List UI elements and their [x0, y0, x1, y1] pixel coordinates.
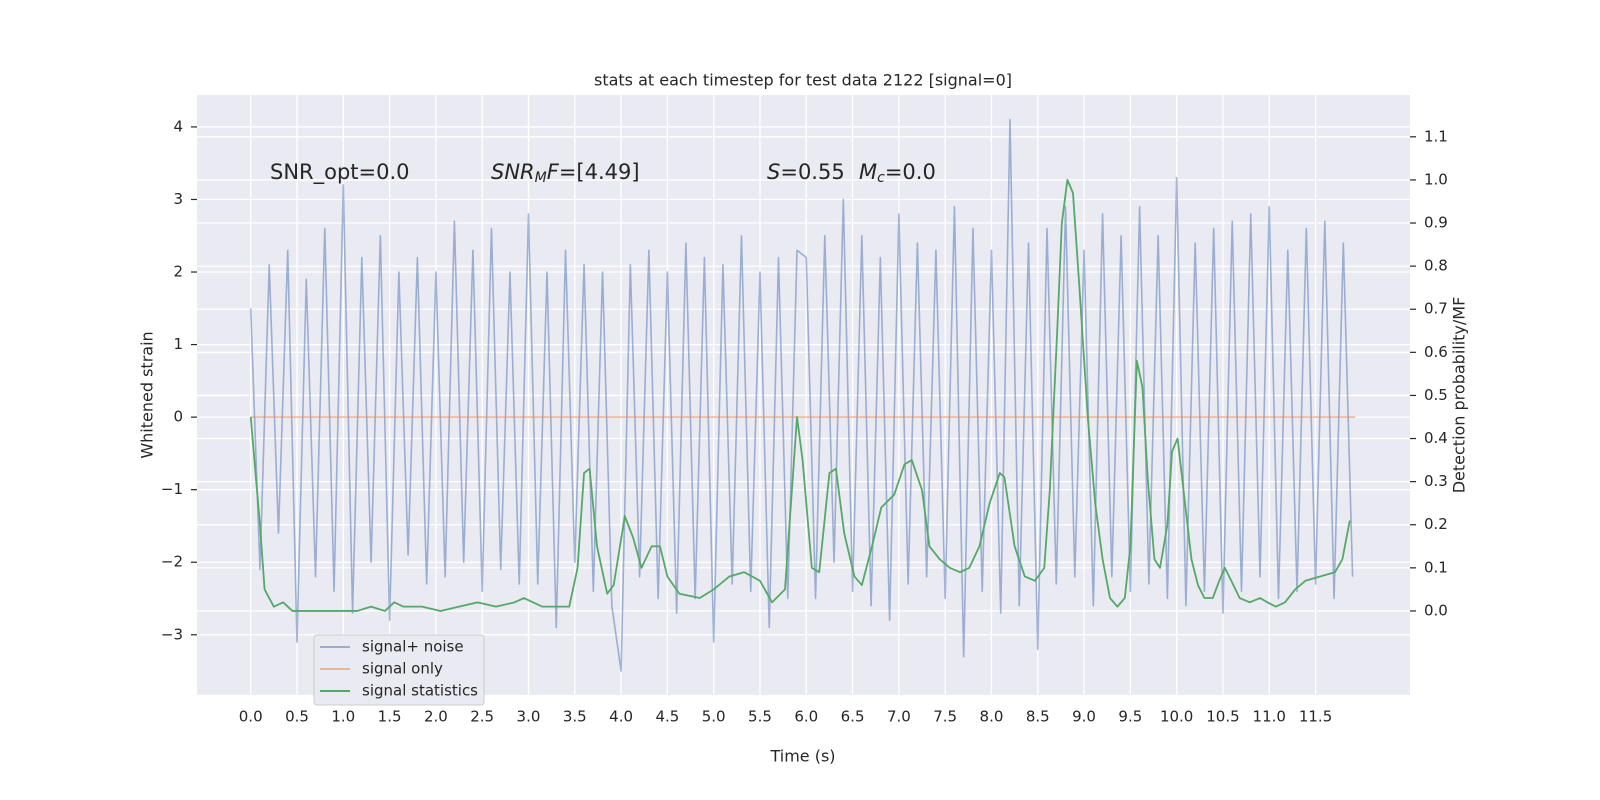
x-tick-label: 7.5 [933, 708, 957, 726]
annotation-part: S [767, 160, 780, 184]
x-tick-label: 10.5 [1206, 708, 1239, 726]
y-tick-label: −2 [161, 553, 183, 571]
y2-axis-label: Detection probability/MF [1450, 297, 1469, 494]
y2-tick-label: 0.1 [1424, 558, 1448, 576]
y2-tick-label: 0.3 [1424, 472, 1448, 490]
series-line [249, 179, 1351, 612]
x-tick-label: 1.5 [378, 708, 402, 726]
x-tick-label: 3.0 [517, 708, 541, 726]
series-line [249, 118, 1354, 672]
legend-box [313, 634, 485, 706]
annotation: SNR_opt=0.0 [270, 160, 410, 185]
y2-tick-label: 0.4 [1424, 429, 1448, 447]
y-tick-label: 4 [173, 117, 183, 135]
chart-title: stats at each timestep for test data 212… [594, 71, 1012, 90]
annotation-part: =0.55 [780, 160, 844, 184]
legend-label: signal only [362, 660, 443, 678]
x-tick-label: 1.0 [331, 708, 355, 726]
legend-label: signal statistics [362, 682, 478, 700]
y2-tick-label: 1.0 [1424, 170, 1448, 188]
x-tick-label: 4.0 [609, 708, 633, 726]
annotation-part: c [877, 170, 885, 186]
x-tick-label: 4.5 [655, 708, 679, 726]
x-tick-label: 6.5 [841, 708, 865, 726]
y-tick-label: 2 [173, 263, 183, 281]
y2-tick-label: 1.1 [1424, 127, 1448, 145]
annotation: SNRMF=[4.49] [491, 160, 640, 186]
y2-tick-label: 0.2 [1424, 515, 1448, 533]
y-tick-label: −1 [161, 480, 183, 498]
y2-tick-label: 0.5 [1424, 386, 1448, 404]
y-tick-label: −3 [161, 625, 183, 643]
x-tick-label: 3.5 [563, 708, 587, 726]
x-tick-label: 6.0 [794, 708, 818, 726]
annotation: Mc=0.0 [859, 160, 936, 186]
y-axis-label: Whitened strain [138, 331, 157, 458]
y2-tick-label: 0.7 [1424, 300, 1448, 318]
x-tick-label: 8.5 [1026, 708, 1050, 726]
annotation-part: M [859, 160, 877, 184]
y2-tick-label: 0.9 [1424, 214, 1448, 232]
x-tick-label: 9.5 [1118, 708, 1142, 726]
y-tick-label: 3 [173, 190, 183, 208]
x-tick-label: 0.0 [239, 708, 263, 726]
x-tick-label: 11.0 [1253, 708, 1286, 726]
x-tick-label: 9.0 [1072, 708, 1096, 726]
x-tick-label: 2.5 [470, 708, 494, 726]
annotation: S=0.55 [767, 160, 845, 184]
annotation-part: M [535, 170, 547, 186]
x-tick-label: 5.0 [702, 708, 726, 726]
x-tick-label: 7.0 [887, 708, 911, 726]
x-tick-label: 11.5 [1299, 708, 1332, 726]
x-tick-label: 5.5 [748, 708, 772, 726]
annotation-part: F [547, 160, 560, 184]
y2-tick-label: 0.8 [1424, 257, 1448, 275]
annotation-part: =[4.49] [559, 160, 640, 184]
y2-tick-label: 0.6 [1424, 343, 1448, 361]
annotation-part: SNR [491, 160, 535, 184]
x-tick-label: 8.0 [980, 708, 1004, 726]
y-tick-label: 0 [173, 408, 183, 426]
annotation-part: SNR_opt=0.0 [270, 160, 410, 185]
x-tick-label: 2.0 [424, 708, 448, 726]
y2-tick-label: 0.0 [1424, 601, 1448, 619]
annotation-part: =0.0 [885, 160, 936, 184]
legend-label: signal+ noise [362, 638, 464, 656]
x-tick-label: 10.0 [1160, 708, 1193, 726]
x-axis-label: Time (s) [769, 747, 835, 766]
y-tick-label: 1 [173, 335, 183, 353]
x-tick-label: 0.5 [285, 708, 309, 726]
